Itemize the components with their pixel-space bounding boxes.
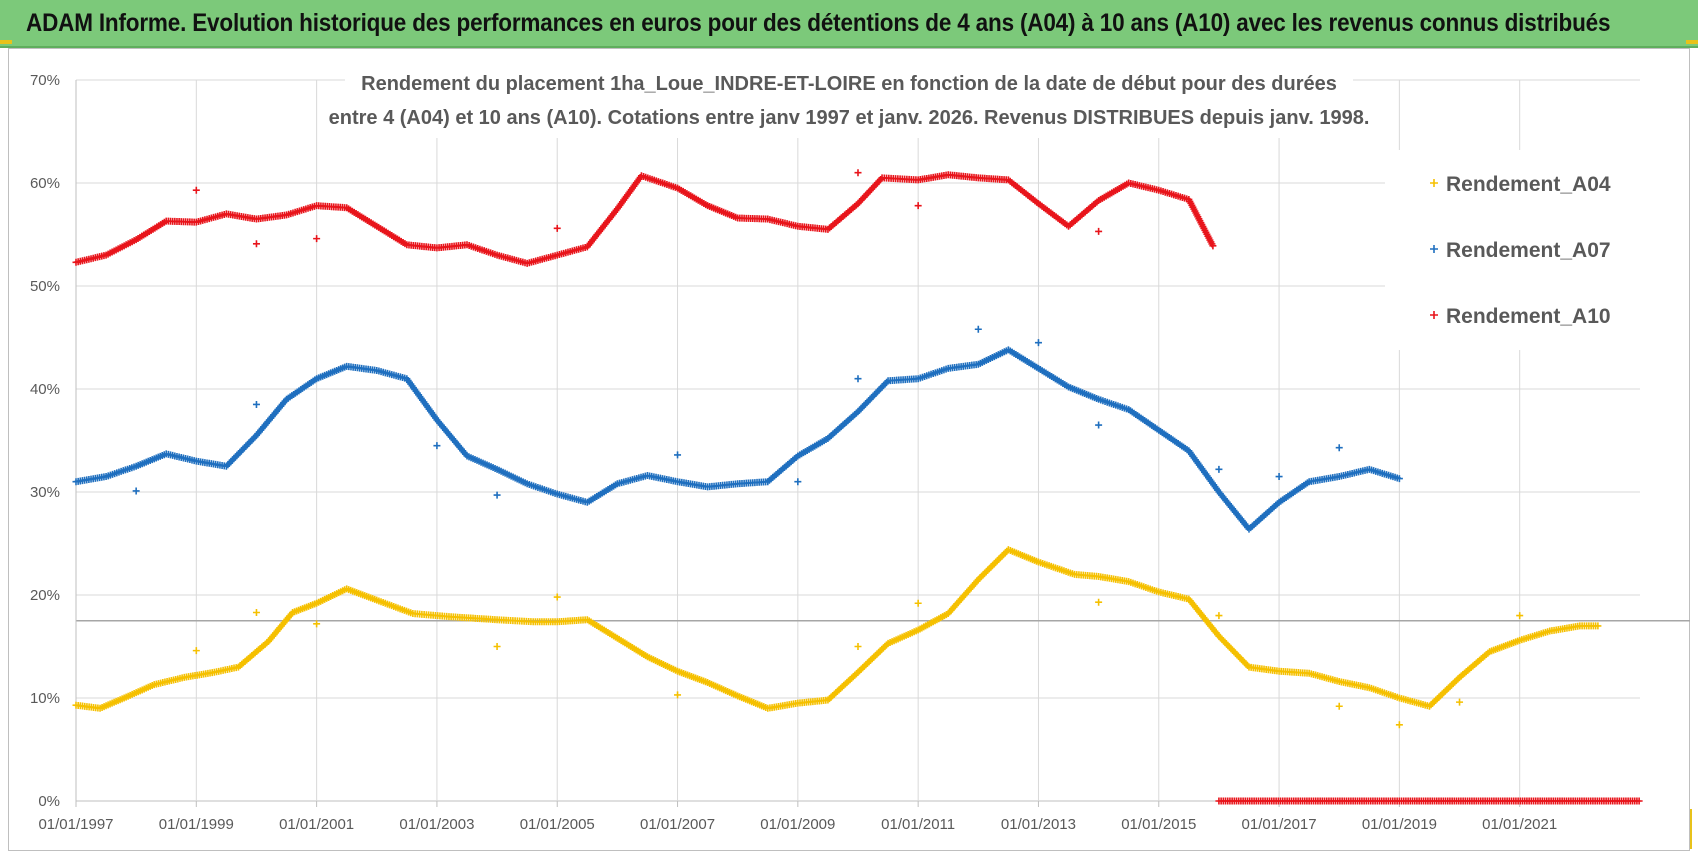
chart-title-background [345, 68, 1353, 138]
y-tick-label: 70% [30, 72, 60, 89]
chart-title-mask [345, 68, 1353, 138]
zero-point-Rendement_A10 [1635, 797, 1643, 805]
zero-segment-Rendement_A10 [1215, 797, 1643, 805]
outlier-point-Rendement_A10 [553, 224, 561, 232]
y-tick-label: 60% [30, 175, 60, 192]
outlier-point-Rendement_A10 [1095, 227, 1103, 235]
x-tick-label: 01/01/2011 [881, 816, 955, 833]
x-tick-label: 01/01/2013 [1001, 816, 1076, 833]
outlier-point-Rendement_A04 [313, 620, 321, 628]
x-tick-label: 01/01/2007 [640, 816, 715, 833]
outlier-point-Rendement_A04 [1395, 721, 1403, 729]
outliers-Rendement_A04 [192, 593, 1524, 729]
outlier-point-Rendement_A07 [974, 325, 982, 333]
data-point-Rendement_A04 [1594, 622, 1602, 630]
series-Rendement_A04 [72, 546, 1602, 712]
corner-mark-bottom-right [1688, 809, 1692, 849]
x-axis: 01/01/1997 01/01/1999 01/01/2001 01/01/2003… [38, 801, 1557, 833]
y-tick-label: 50% [30, 278, 60, 295]
x-tick-label: 01/01/2019 [1362, 816, 1437, 833]
outlier-point-Rendement_A04 [1215, 612, 1223, 620]
outlier-point-Rendement_A07 [433, 442, 441, 450]
outlier-point-Rendement_A07 [854, 375, 862, 383]
y-tick-label: 30% [30, 484, 60, 501]
legend-label-Rendement_A04: Rendement_A04 [1446, 173, 1611, 196]
x-tick-label: 01/01/2017 [1242, 816, 1317, 833]
outlier-point-Rendement_A04 [674, 691, 682, 699]
chart-title-line-2: entre 4 (A04) et 10 ans (A10). Cotations… [329, 107, 1370, 129]
outlier-point-Rendement_A07 [132, 487, 140, 495]
corner-mark-top-right [1686, 40, 1698, 44]
y-axis: 0% 10% 20% 30% 40% 50% 60% 70% [30, 72, 77, 810]
x-tick-label: 01/01/2003 [399, 816, 474, 833]
x-tick-label: 01/01/2015 [1121, 816, 1196, 833]
outlier-point-Rendement_A07 [1095, 421, 1103, 429]
x-tick-label: 01/01/1997 [38, 816, 113, 833]
outlier-point-Rendement_A04 [1095, 598, 1103, 606]
data-point-Rendement_A10 [1209, 242, 1217, 250]
legend-label-Rendement_A10: Rendement_A10 [1446, 305, 1611, 328]
x-tick-label: 01/01/2009 [760, 816, 835, 833]
y-tick-label: 10% [30, 690, 60, 707]
outlier-point-Rendement_A04 [493, 643, 501, 650]
x-tick-label: 01/01/2001 [279, 816, 354, 833]
header-title: ADAM Informe. Evolution historique des p… [26, 9, 1611, 37]
outlier-point-Rendement_A04 [553, 593, 561, 601]
x-tick-label: 01/01/1999 [159, 816, 234, 833]
series-layer [72, 169, 1643, 805]
outlier-point-Rendement_A04 [1456, 698, 1464, 706]
y-tick-label: 20% [30, 587, 60, 604]
outlier-point-Rendement_A10 [192, 186, 200, 194]
legend-marker-Rendement_A04 [1430, 179, 1438, 187]
legend-box [1385, 150, 1641, 350]
outlier-point-Rendement_A04 [1335, 702, 1343, 710]
series-Rendement_A10 [72, 171, 1217, 267]
data-point-Rendement_A07 [1395, 475, 1403, 483]
outlier-point-Rendement_A10 [914, 202, 922, 210]
outlier-point-Rendement_A07 [674, 451, 682, 459]
legend-marker-Rendement_A07 [1430, 245, 1438, 253]
legend-marker-Rendement_A10 [1430, 311, 1438, 319]
legend-label-Rendement_A07: Rendement_A07 [1446, 239, 1611, 262]
outlier-point-Rendement_A10 [854, 169, 862, 177]
chart-title-line-1: Rendement du placement 1ha_Loue_INDRE-ET… [361, 73, 1337, 95]
outlier-point-Rendement_A04 [252, 609, 260, 617]
y-tick-label: 40% [30, 381, 60, 398]
x-tick-label: 01/01/2005 [520, 816, 595, 833]
corner-mark-top-left [0, 40, 12, 44]
outlier-point-Rendement_A04 [192, 647, 200, 655]
outlier-point-Rendement_A07 [1275, 473, 1283, 481]
outlier-point-Rendement_A04 [914, 599, 922, 607]
outlier-point-Rendement_A07 [493, 491, 501, 499]
legend: Rendement_A04 Rendement_A07 Rendement_A10 [1385, 150, 1641, 350]
outlier-point-Rendement_A07 [1215, 465, 1223, 473]
outlier-point-Rendement_A10 [252, 240, 260, 248]
outlier-point-Rendement_A07 [252, 400, 260, 408]
outliers-Rendement_A07 [132, 325, 1343, 499]
x-tick-label: 01/01/2021 [1482, 816, 1557, 833]
outlier-point-Rendement_A07 [1034, 339, 1042, 347]
outlier-point-Rendement_A07 [1335, 444, 1343, 452]
series-Rendement_A07 [72, 346, 1403, 533]
y-tick-label: 0% [38, 793, 60, 810]
outlier-point-Rendement_A04 [1516, 612, 1524, 620]
outliers-Rendement_A10 [192, 169, 1103, 248]
header-bar: ADAM Informe. Evolution historique des p… [0, 0, 1698, 48]
outlier-point-Rendement_A10 [313, 235, 321, 243]
outlier-point-Rendement_A04 [854, 643, 862, 650]
outlier-point-Rendement_A07 [794, 478, 802, 486]
